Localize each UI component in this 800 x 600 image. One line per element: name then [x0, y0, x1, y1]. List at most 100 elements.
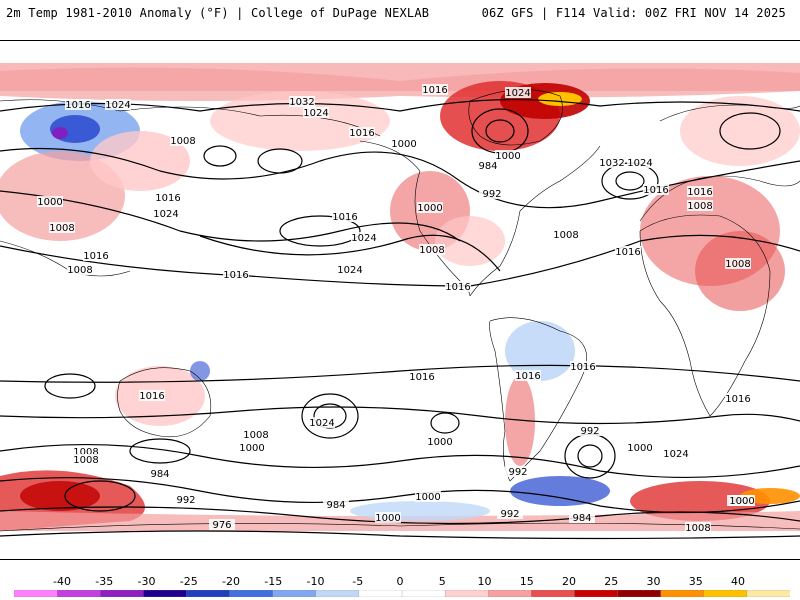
isobar-label: 1000	[495, 151, 520, 162]
isobar-label-background	[419, 244, 445, 255]
isobar-label: 984	[478, 161, 497, 172]
temperature-anomaly-shading	[0, 63, 800, 531]
isobar-label-background	[173, 494, 199, 505]
isobar-label-background	[351, 232, 377, 243]
colorbar-swatch	[703, 590, 748, 597]
colorbar-swatch	[358, 590, 403, 597]
isobar-label: 992	[580, 426, 599, 437]
colorbar-tick-label: -10	[306, 575, 325, 588]
map-panel[interactable]: 1016 1024 1032 1024 1008 1016 1000 1016 1024 1032…	[0, 40, 800, 560]
isobar-label-background	[663, 448, 689, 459]
isobar-label-background	[505, 87, 531, 98]
isobar-label-background	[155, 192, 181, 203]
colorbar-tick-label: -40	[53, 575, 71, 588]
isobar-label: 992	[482, 189, 501, 200]
colorbar-swatch	[617, 590, 662, 597]
isobar-label: 1024	[663, 449, 688, 460]
map-title: 2m Temp 1981-2010 Anomaly (°F) | College…	[6, 6, 430, 20]
isobar-label: 1000	[239, 443, 264, 454]
isobar-label: 1024	[351, 233, 376, 244]
colorbar-tick-label: -5	[352, 575, 364, 588]
isobar-label-background	[495, 150, 521, 161]
isobar-label: 1024	[505, 88, 530, 99]
colorbar-swatch	[488, 590, 532, 597]
isobar-label: 1016	[65, 100, 90, 111]
colorbar-swatch	[574, 590, 619, 597]
colorbar-swatch	[660, 590, 705, 597]
isobar-label: 1008	[725, 259, 750, 270]
isobar-label-background	[243, 429, 269, 440]
isobar-label-background	[83, 250, 109, 261]
colorbar-tick-label: -15	[264, 575, 283, 588]
isobar-label: 1008	[687, 201, 712, 212]
isobar-label-background	[409, 371, 435, 382]
colorbar-swatch	[100, 590, 144, 597]
isobar-label: 992	[508, 467, 527, 478]
isobar-label-background	[337, 264, 363, 275]
isobar-label: 984	[150, 469, 169, 480]
colorbar-tick-label: 40	[731, 575, 745, 588]
isobar-label-background	[515, 370, 541, 381]
isobar-label: 1008	[243, 430, 268, 441]
colorbar-tick-label: 15	[519, 575, 534, 588]
isobar-label-background	[147, 468, 173, 479]
isobar-label-background	[615, 246, 641, 257]
isobar-label-background	[415, 491, 441, 502]
isobar-label-background	[49, 222, 75, 233]
isobar-label: 1008	[170, 136, 195, 147]
colorbar-tick-label: 20	[562, 575, 576, 588]
isobar-label-background	[729, 495, 755, 506]
isobar-label-background	[303, 107, 329, 118]
isobar-label-background	[391, 138, 417, 149]
isobar-label: 992	[500, 509, 519, 520]
isobar-label: 1024	[105, 100, 130, 111]
isobar-label-background	[153, 208, 179, 219]
isobar-label: 1000	[37, 197, 62, 208]
isobar-label-background	[170, 135, 196, 146]
isobar-label: 1008	[49, 223, 74, 234]
colorbar-tick-label: -35	[95, 575, 114, 588]
isobar-label: 984	[572, 513, 591, 524]
isobar-label: 1032	[599, 158, 624, 169]
isobar-label-background	[505, 466, 531, 477]
isobar-label-background	[627, 157, 653, 168]
isobar-label: 1024	[309, 418, 334, 429]
isobar-label: 1008	[685, 523, 710, 534]
colorbar-swatch	[401, 590, 446, 597]
isobar-label: 1016	[223, 270, 248, 281]
isobar-label: 984	[326, 500, 345, 511]
isobar-label: 1000	[417, 203, 442, 214]
isobar-label-background	[309, 417, 335, 428]
isobar-label-background	[65, 99, 91, 110]
isobar-label-background	[209, 519, 235, 530]
isobar-label: 1032	[289, 97, 314, 108]
isobar-label: 1008	[73, 455, 98, 466]
isobar-label: 1008	[67, 265, 92, 276]
isobar-label: 1016	[83, 251, 108, 262]
colorbar-tick-label: 25	[604, 575, 619, 588]
colorbar-swatch	[56, 590, 101, 597]
colorbar-swatch	[272, 590, 317, 597]
isobar-contours	[0, 99, 800, 540]
colorbar-swatch	[143, 590, 188, 597]
isobar-label: 1000	[627, 443, 652, 454]
isobar-label: 1008	[73, 447, 98, 458]
isobar-label: 1016	[570, 362, 595, 373]
isobar-label-background	[475, 160, 501, 171]
isobar-label: 1000	[729, 496, 754, 507]
isobar-label: 1016	[155, 193, 180, 204]
colorbar-swatch	[444, 590, 489, 597]
isobar-label: 1024	[627, 158, 652, 169]
colorbar-swatch	[229, 590, 274, 597]
isobar-label-background	[37, 196, 63, 207]
colorbar-swatch	[14, 590, 58, 597]
colorbar-swatch	[186, 590, 231, 597]
colorbar-tick-label: -30	[137, 575, 156, 588]
isobar-label-background	[73, 454, 99, 465]
isobar-label: 1016	[725, 394, 750, 405]
temperature-anomaly-colorbar	[14, 590, 790, 597]
isobar-label-background	[725, 393, 751, 404]
isobar-label-background	[570, 361, 596, 372]
isobar-label-background	[553, 229, 579, 240]
